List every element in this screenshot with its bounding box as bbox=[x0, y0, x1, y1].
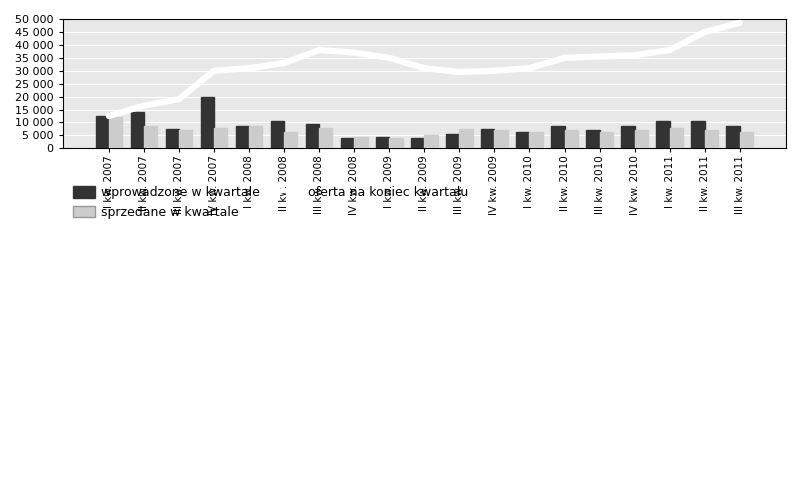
Bar bbox=[740, 131, 753, 149]
Bar bbox=[670, 128, 683, 149]
Bar bbox=[95, 116, 109, 149]
Bar bbox=[376, 137, 389, 149]
Bar bbox=[109, 117, 123, 149]
Legend: wprowadzone w kwartale, sprzedane w kwartale, oferta na koniec kwartału: wprowadzone w kwartale, sprzedane w kwar… bbox=[69, 183, 472, 222]
Bar bbox=[284, 131, 297, 149]
Bar bbox=[516, 131, 529, 149]
Bar bbox=[481, 129, 494, 149]
Bar bbox=[411, 138, 425, 149]
Bar bbox=[622, 126, 634, 149]
Bar bbox=[319, 128, 332, 149]
Bar bbox=[166, 129, 179, 149]
Bar bbox=[586, 130, 600, 149]
Bar bbox=[565, 130, 578, 149]
Bar bbox=[634, 130, 648, 149]
Bar bbox=[529, 131, 543, 149]
Bar bbox=[271, 121, 284, 149]
Bar bbox=[494, 130, 508, 149]
Bar bbox=[551, 126, 565, 149]
Bar bbox=[446, 134, 460, 149]
Bar bbox=[354, 137, 368, 149]
Bar bbox=[235, 126, 249, 149]
Bar bbox=[425, 135, 437, 149]
Bar bbox=[600, 131, 613, 149]
Bar bbox=[201, 96, 214, 149]
Bar bbox=[341, 138, 354, 149]
Bar bbox=[214, 128, 227, 149]
Bar bbox=[249, 126, 263, 149]
Bar bbox=[131, 112, 144, 149]
Bar bbox=[306, 124, 319, 149]
Bar bbox=[179, 130, 192, 149]
Bar bbox=[144, 126, 157, 149]
Bar bbox=[727, 126, 740, 149]
Bar bbox=[691, 121, 705, 149]
Bar bbox=[705, 130, 718, 149]
Bar bbox=[656, 121, 670, 149]
Bar bbox=[389, 138, 403, 149]
Bar bbox=[460, 129, 473, 149]
